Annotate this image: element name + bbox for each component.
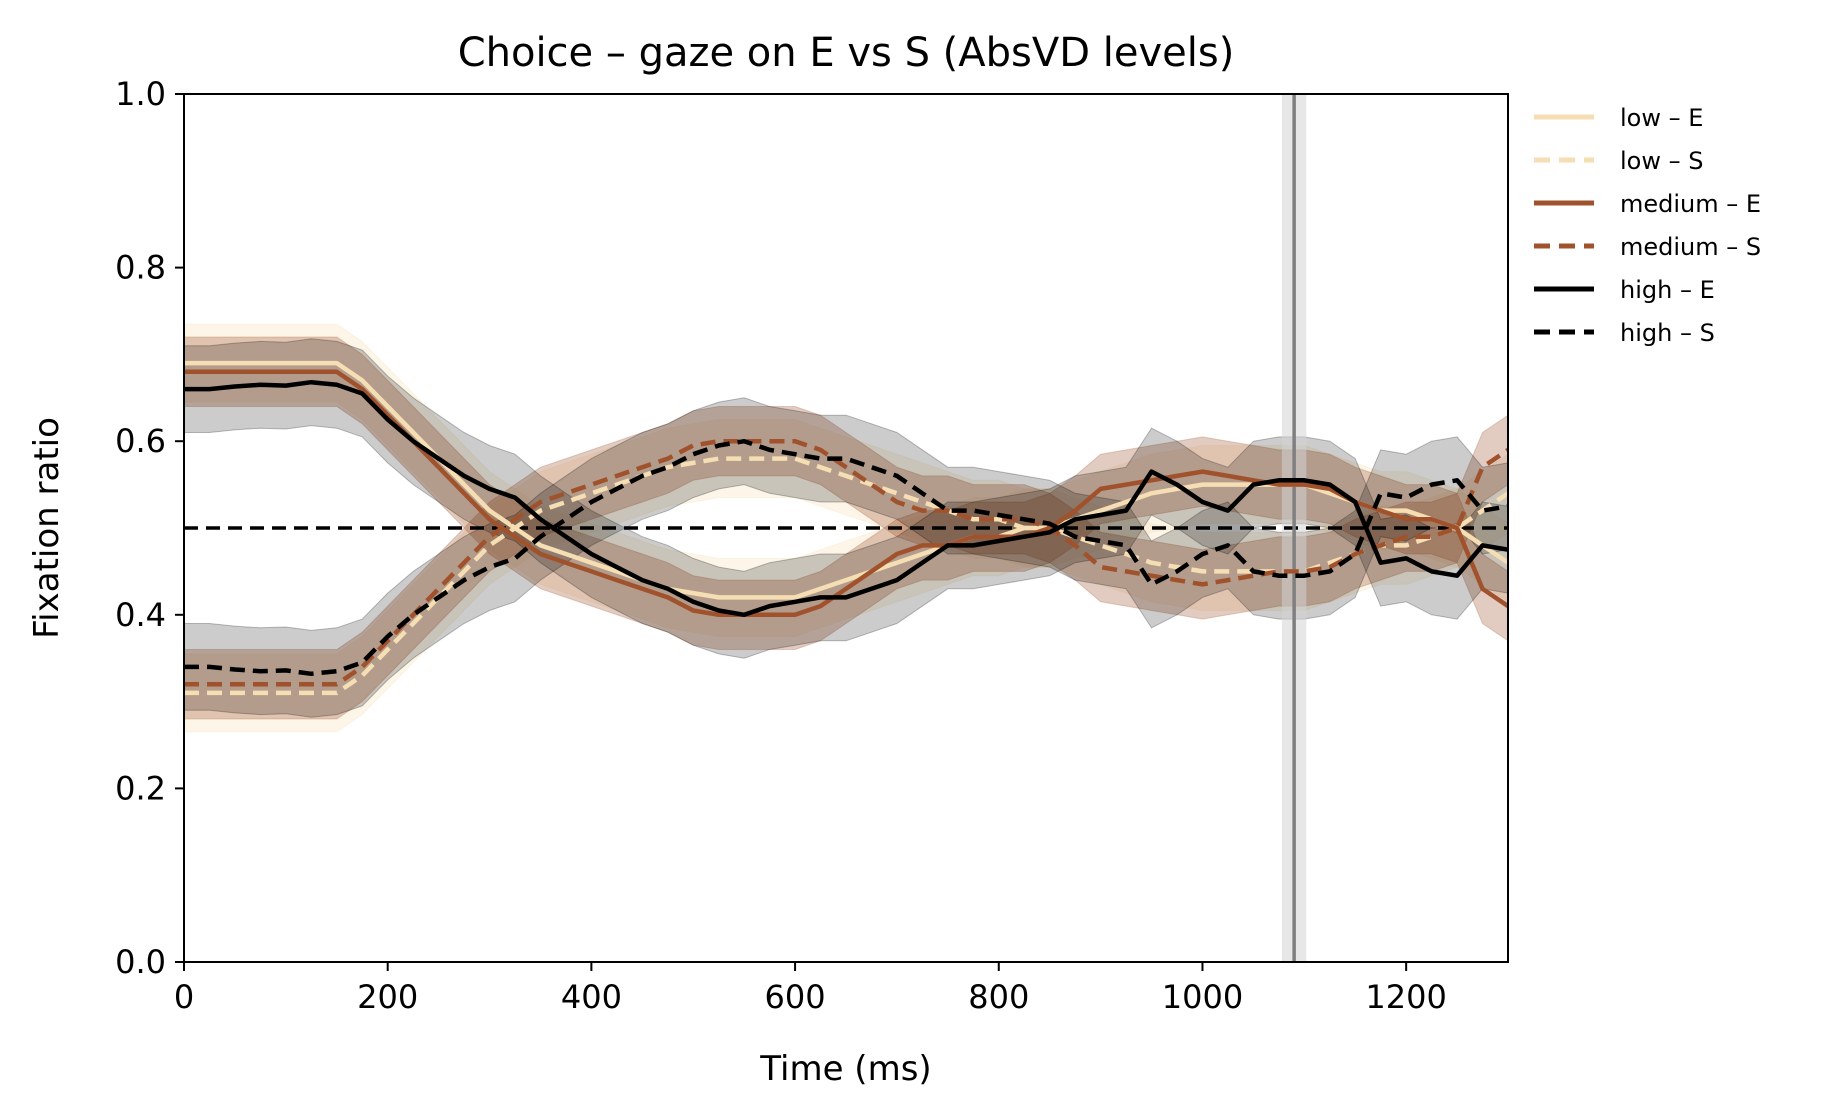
legend-label-0: low – E — [1620, 104, 1703, 132]
y-tick-label: 0.0 — [115, 943, 166, 981]
series-band-3 — [184, 406, 1508, 720]
series-band-2 — [184, 336, 1508, 650]
reference-lines — [184, 94, 1508, 962]
x-tick-label: 1000 — [1162, 978, 1243, 1016]
series-band-5 — [184, 397, 1508, 718]
x-axis-label: Time (ms) — [759, 1049, 931, 1089]
plot-frame — [183, 93, 1509, 963]
legend-label-5: high – S — [1620, 319, 1715, 347]
y-tick-label: 0.4 — [115, 596, 166, 634]
y-tick-label: 0.6 — [115, 422, 166, 460]
series-lines — [184, 360, 1508, 696]
legend-label-2: medium – E — [1620, 190, 1761, 218]
legend-label-1: low – S — [1620, 147, 1703, 175]
y-tick-label: 0.8 — [115, 249, 166, 287]
legend: low – E low – S medium – E medium – S high –… — [1534, 104, 1761, 347]
x-tick-label: 1200 — [1365, 978, 1446, 1016]
x-tick-label: 600 — [765, 978, 826, 1016]
legend-label-3: medium – S — [1620, 233, 1761, 261]
x-tick-label: 800 — [968, 978, 1029, 1016]
y-tick-label: 1.0 — [115, 75, 166, 113]
x-axis-ticks: 0 200 400 600 800 1000 1200 — [174, 962, 1447, 1016]
series-band-0 — [184, 323, 1508, 637]
series-line-5 — [184, 438, 1508, 677]
y-axis-label: Fixation ratio — [27, 417, 67, 639]
legend-label-4: high – E — [1620, 276, 1715, 304]
y-axis-ticks: 0.0 0.2 0.4 0.6 0.8 1.0 — [115, 75, 184, 981]
x-tick-label: 400 — [561, 978, 622, 1016]
x-tick-label: 0 — [174, 978, 194, 1016]
series-line-4 — [184, 379, 1508, 618]
chart-title: Choice – gaze on E vs S (AbsVD levels) — [458, 30, 1235, 76]
x-tick-label: 200 — [357, 978, 418, 1016]
y-tick-label: 0.2 — [115, 769, 166, 807]
